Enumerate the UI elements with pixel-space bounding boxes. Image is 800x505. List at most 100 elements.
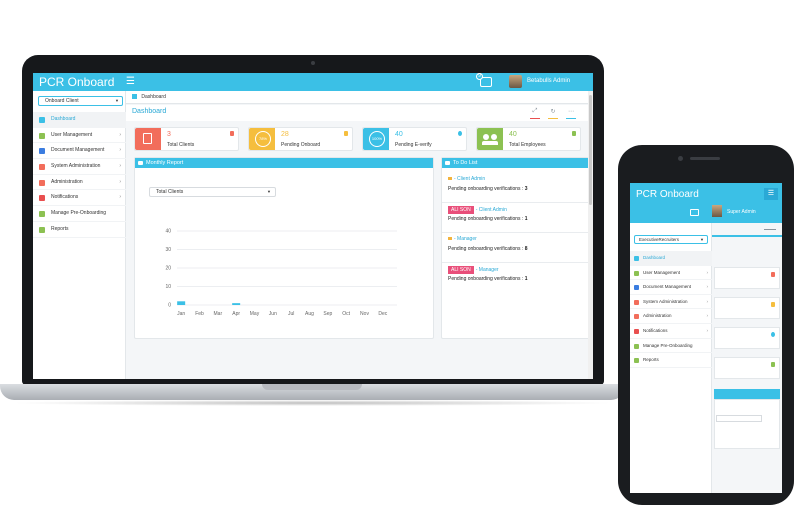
warning-icon: [39, 195, 45, 202]
phone-client-select-value: ExecutiveRecruiters: [639, 237, 680, 242]
user-icon: [634, 270, 639, 276]
todo-role[interactable]: - Client Admin: [475, 207, 507, 213]
more-icon[interactable]: ⋯: [566, 108, 576, 119]
sidebar-item[interactable]: Manage Pre-Onboarding: [33, 206, 126, 222]
avatar[interactable]: [509, 75, 522, 88]
client-select[interactable]: Onboard Client ▼: [38, 96, 123, 106]
chevron-right-icon: ›: [706, 313, 709, 319]
breadcrumb-label[interactable]: Dashboard: [141, 94, 166, 100]
phone-stat-card[interactable]: [714, 267, 780, 289]
sidebar-item[interactable]: Reports: [33, 222, 126, 238]
stat-card-total-employees[interactable]: 40 Total Employees: [476, 127, 581, 151]
progress-ring-label: 78%: [255, 131, 271, 147]
stat-card-total-clients[interactable]: 3 Total Clients: [134, 127, 239, 151]
stat-card-pending-everify[interactable]: 100% 40 Pending E-verify: [362, 127, 467, 151]
laptop-screen: PCR Onboard ☰ 9 Betabulls Admin Onboard …: [33, 73, 593, 379]
todo-role[interactable]: - Client Admin: [454, 176, 486, 182]
todo-item[interactable]: - Client Admin Pending onboarding verific…: [448, 176, 588, 192]
phone-stat-card[interactable]: [714, 297, 780, 319]
stat-card-pending-onboard[interactable]: 78% 28 Pending Onboard: [248, 127, 353, 151]
phone-sidebar-item[interactable]: System Administration ›: [630, 295, 712, 310]
y-tick-label: 20: [165, 266, 171, 272]
breadcrumb: Dashboard: [126, 91, 593, 104]
sidebar-item[interactable]: Dashboard: [33, 112, 126, 128]
phone-sidebar-item[interactable]: Reports: [630, 353, 712, 368]
phone-sidebar-item-label: Dashboard: [643, 255, 666, 260]
sidebar-item[interactable]: Administration ›: [33, 175, 126, 191]
sidebar-item-label: User Management: [51, 131, 93, 138]
users-icon: [634, 343, 639, 349]
clients-icon: [135, 128, 161, 150]
phone-report-select[interactable]: [716, 415, 762, 422]
todo-item[interactable]: ALI SON - Client Admin Pending onboarding …: [448, 206, 588, 222]
sidebar-item-label: System Administration: [51, 163, 101, 170]
stat-label: Total Employees: [509, 142, 546, 148]
panel-header: To Do List: [442, 158, 590, 168]
todo-item[interactable]: ALI SON - Manager Pending onboarding verif…: [448, 266, 588, 282]
avatar[interactable]: [712, 205, 722, 217]
users-icon: [771, 362, 775, 367]
hamburger-menu-icon[interactable]: ☰: [126, 76, 135, 87]
scrollbar-thumb[interactable]: [589, 95, 592, 205]
sidebar-item[interactable]: User Management ›: [33, 128, 126, 144]
sidebar-item[interactable]: Notifications ›: [33, 190, 126, 207]
scrollbar[interactable]: [588, 91, 593, 379]
home-icon[interactable]: [132, 94, 137, 100]
sidebar-item[interactable]: System Administration ›: [33, 159, 126, 175]
hamburger-menu-icon[interactable]: ☰: [764, 188, 778, 200]
share-icon: [634, 314, 639, 320]
phone-sidebar-item[interactable]: Notifications ›: [630, 324, 712, 339]
todo-text: Pending onboarding verifications :: [448, 216, 524, 222]
phone-stat-card[interactable]: [714, 327, 780, 349]
chevron-right-icon: ›: [119, 147, 121, 154]
phone-client-select[interactable]: ExecutiveRecruiters ▼: [634, 235, 708, 244]
chart-bar[interactable]: [232, 303, 241, 305]
flag-icon: [448, 177, 452, 181]
progress-ring-icon: 78%: [249, 128, 275, 150]
phone-user-name[interactable]: Super Admin: [727, 209, 756, 215]
todo-count: 1: [524, 276, 528, 282]
phone-frame: PCR Onboard ☰ Super Admin ExecutiveRecru…: [618, 145, 794, 505]
todo-role[interactable]: - Manager: [454, 236, 477, 242]
phone-sidebar-item[interactable]: Administration ›: [630, 309, 712, 324]
chevron-right-icon: ›: [119, 163, 121, 170]
phone-sidebar-item-label: Reports: [643, 357, 659, 363]
phone-sidebar-item[interactable]: Dashboard: [630, 251, 712, 266]
assignee-badge: ALI SON: [448, 266, 474, 274]
bookmark-icon: [771, 272, 775, 277]
stat-label: Total Clients: [167, 142, 195, 148]
stat-value: 40: [395, 131, 403, 138]
phone-sidebar-item[interactable]: Manage Pre-Onboarding: [630, 339, 712, 354]
more-icon[interactable]: [764, 229, 776, 230]
bar-chart-icon: [138, 161, 143, 165]
report-type-select[interactable]: Total Clients ▼: [149, 187, 276, 197]
x-tick-label: Jan: [177, 311, 185, 317]
phone-panel-header: [714, 389, 780, 399]
phone-stat-card[interactable]: [714, 357, 780, 379]
monthly-report-panel: Monthly Report Total Clients ▼ 0 10 20 30 40…: [134, 157, 434, 339]
chart-bar[interactable]: [177, 301, 186, 305]
sidebar-item-label: Reports: [51, 225, 69, 232]
home-icon: [39, 117, 45, 123]
laptop-frame: PCR Onboard ☰ 9 Betabulls Admin Onboard …: [22, 55, 604, 385]
chevron-right-icon: ›: [706, 269, 709, 275]
messages-icon[interactable]: 9: [476, 73, 492, 87]
todo-role[interactable]: - Manager: [475, 267, 499, 273]
laptop-shadow: [10, 400, 615, 406]
chevron-down-icon: ▼: [267, 189, 271, 194]
chevron-right-icon: ›: [706, 327, 709, 333]
todo-count: 1: [524, 216, 528, 222]
refresh-icon[interactable]: ↻: [548, 108, 558, 119]
y-tick-label: 10: [165, 284, 171, 290]
todo-item[interactable]: - Manager Pending onboarding verification…: [448, 236, 588, 252]
user-name[interactable]: Betabulls Admin: [527, 78, 571, 84]
fullscreen-icon[interactable]: ⤢: [530, 108, 540, 119]
x-tick-label: Oct: [342, 311, 350, 317]
todo-text: Pending onboarding verifications :: [448, 246, 524, 252]
messages-icon[interactable]: [690, 209, 699, 216]
share-icon: [39, 179, 45, 186]
phone-sidebar-item[interactable]: Document Management ›: [630, 280, 712, 295]
phone-sidebar-item[interactable]: User Management ›: [630, 266, 712, 281]
stat-value: 40: [509, 131, 517, 138]
sidebar-item[interactable]: Document Management ›: [33, 143, 126, 160]
